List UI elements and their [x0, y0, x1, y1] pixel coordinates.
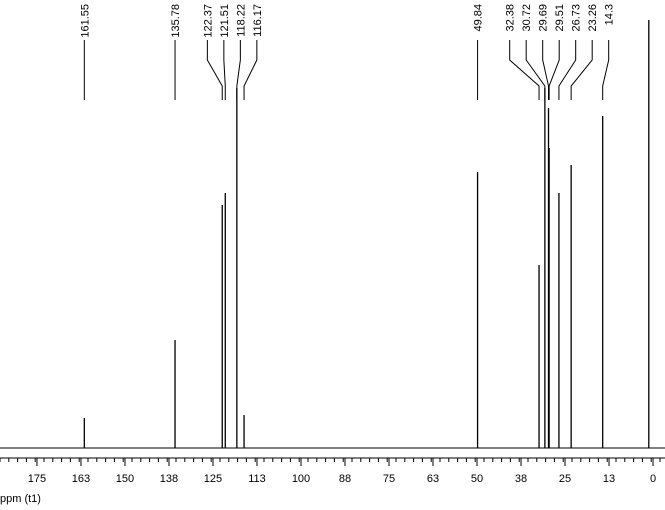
peak-label: 23.26 — [587, 4, 599, 32]
x-tick-label: 25 — [559, 473, 571, 485]
x-tick-label: 125 — [204, 473, 222, 485]
peak-label: 30.72 — [521, 4, 533, 32]
peak-label: 121.51 — [219, 4, 231, 38]
leader-line — [570, 40, 593, 100]
peak-label: 161.55 — [79, 4, 91, 38]
x-tick-label: 75 — [383, 473, 395, 485]
peak-label: 122.37 — [202, 4, 214, 38]
peak-label: 26.73 — [571, 4, 583, 32]
leader-line — [509, 40, 540, 100]
leader-line — [206, 40, 223, 100]
x-tick-label: 100 — [292, 473, 310, 485]
x-tick-label: 113 — [248, 473, 266, 485]
peak-label: 135.78 — [170, 4, 182, 38]
x-tick-label: 0 — [650, 473, 656, 485]
peak-label: 32.38 — [505, 4, 517, 32]
x-tick-label: 138 — [160, 473, 178, 485]
x-tick-label: 38 — [515, 473, 527, 485]
x-tick-label: 50 — [471, 473, 483, 485]
x-tick-label: 13 — [603, 473, 615, 485]
x-tick-label: 150 — [116, 473, 134, 485]
x-tick-label: 63 — [427, 473, 439, 485]
leader-line — [243, 40, 258, 100]
x-tick-label: 163 — [72, 473, 90, 485]
x-tick-label: 175 — [28, 473, 46, 485]
peak-label: 118.22 — [235, 4, 247, 37]
peak-label: 49.84 — [473, 4, 485, 32]
leader-line — [236, 40, 241, 100]
leader-line — [602, 40, 610, 100]
peak-label: 29.51 — [554, 4, 566, 32]
peak-label: 29.69 — [538, 4, 550, 32]
leader-line — [542, 40, 550, 100]
leader-line — [223, 40, 226, 100]
x-tick-label: 88 — [339, 473, 351, 485]
leader-line — [525, 40, 546, 100]
leader-line — [558, 40, 577, 100]
x-axis-label: ppm (t1) — [0, 493, 41, 505]
peak-label: 14.3 — [604, 4, 616, 25]
peak-label: 116.17 — [252, 4, 264, 37]
leader-line — [548, 40, 560, 100]
